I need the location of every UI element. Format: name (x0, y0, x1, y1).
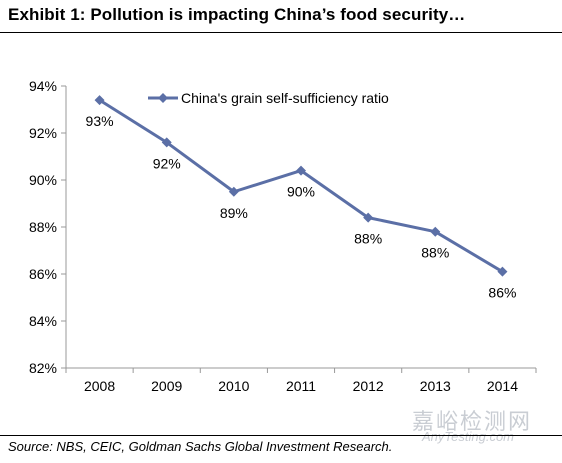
source-note: Source: NBS, CEIC, Goldman Sachs Global … (8, 439, 393, 454)
legend: China's grain self-sufficiency ratio (148, 90, 389, 106)
y-tick-label: 84% (29, 313, 57, 329)
data-label: 90% (287, 184, 315, 200)
x-tick-label: 2013 (420, 378, 451, 394)
source-divider (0, 435, 562, 436)
line-chart: 82%84%86%88%90%92%94% 2008 2009 2010 2011 20… (29, 78, 537, 394)
legend-label: China's grain self-sufficiency ratio (181, 90, 389, 106)
y-tick-label: 94% (29, 78, 57, 94)
data-label: 88% (421, 245, 449, 261)
data-label: 92% (153, 155, 181, 171)
y-tick-label: 90% (29, 172, 57, 188)
data-point-marker (363, 212, 374, 223)
title-divider (0, 32, 562, 33)
data-point-marker (161, 137, 172, 148)
data-point-marker (94, 95, 105, 106)
x-tick-label: 2009 (151, 378, 182, 394)
legend-marker (158, 93, 168, 103)
x-tick-label: 2011 (286, 378, 316, 394)
y-tick-label: 86% (29, 266, 57, 282)
data-point-marker (228, 186, 239, 197)
data-point-marker (497, 266, 508, 277)
data-point-marker (296, 165, 306, 176)
data-label: 93% (86, 113, 114, 129)
y-tick-label: 92% (29, 125, 57, 141)
data-label: 89% (220, 205, 248, 221)
y-axis-ticks: 82% 84% 86% 88% 90% 92% 94% (29, 78, 66, 376)
data-point-marker (430, 226, 441, 237)
x-tick-label: 2010 (218, 378, 249, 394)
exhibit-title: Exhibit 1: Pollution is impacting China’… (8, 5, 466, 24)
y-tick-label: 88% (29, 219, 57, 235)
chart-area: 82% 84% 86% 88% 90% 92% 94% 2008 2009 2010 2011 20… (0, 34, 562, 414)
x-tick-label: 2014 (487, 378, 518, 394)
data-label: 86% (488, 285, 516, 301)
x-tick-label: 2008 (84, 378, 115, 394)
y-tick-label: 82% (29, 360, 57, 376)
data-labels-layer: 93% 92% 89% 90% 88% 88% 86% (86, 113, 517, 301)
data-label: 88% (354, 231, 382, 247)
series-layer (94, 95, 508, 277)
watermark-english-text: AnyTesting.com (422, 429, 515, 444)
x-tick-label: 2012 (353, 378, 384, 394)
x-axis-ticks: 2008 2009 2010 2011 2012 2013 2014 (65, 368, 537, 394)
